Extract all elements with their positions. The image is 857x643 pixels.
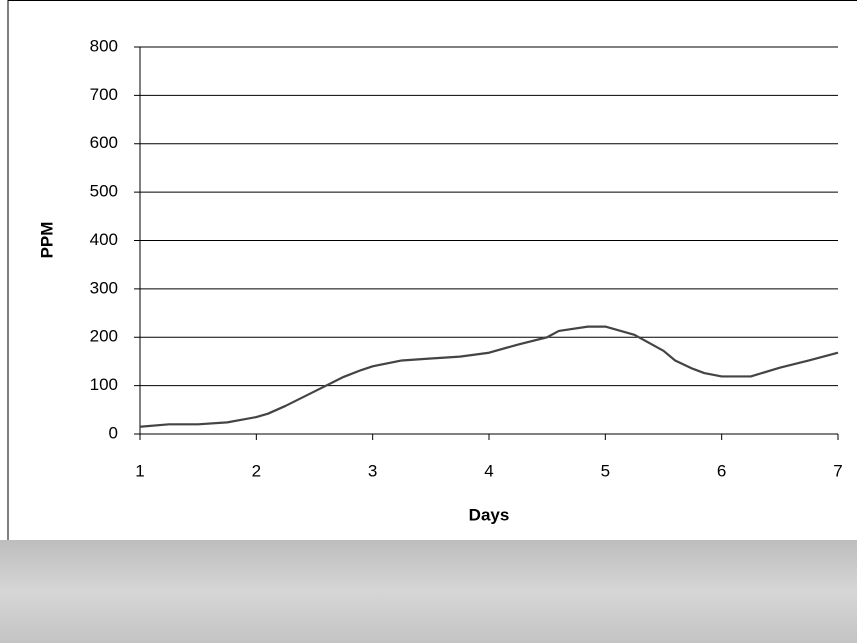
- x-tick-label: 1: [135, 461, 144, 480]
- y-tick-label: 600: [90, 133, 118, 152]
- photo-strip: [0, 540, 857, 643]
- y-tick-label: 700: [90, 85, 118, 104]
- x-axis-title: Days: [469, 505, 510, 524]
- y-tick-label: 400: [90, 230, 118, 249]
- y-tick-label: 800: [90, 36, 118, 55]
- data-line: [140, 327, 838, 427]
- x-tick-label: 2: [252, 461, 261, 480]
- x-tick-label: 3: [368, 461, 377, 480]
- x-tick-label: 4: [484, 461, 493, 480]
- y-tick-label: 500: [90, 182, 118, 201]
- x-tick-label: 5: [601, 461, 610, 480]
- y-tick-label: 100: [90, 375, 118, 394]
- x-tick-label: 7: [833, 461, 842, 480]
- x-tick-label: 6: [717, 461, 726, 480]
- y-axis-title: PPM: [37, 222, 56, 259]
- y-tick-label: 200: [90, 327, 118, 346]
- chart: 0 100 200 300 400 500 600 700 800 1 2 3 4 5 6 7 Days PP…: [0, 0, 857, 643]
- y-tick-label: 0: [109, 423, 118, 442]
- y-tick-label: 300: [90, 278, 118, 297]
